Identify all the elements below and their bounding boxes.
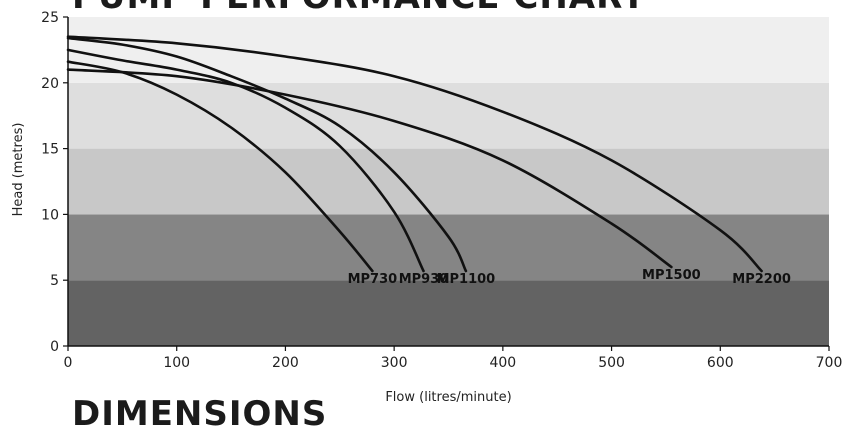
x-axis-label: Flow (litres/minute) (385, 390, 511, 405)
page-title: PUMP PERFORMANCE CHART (72, 0, 646, 14)
x-tick-label-500: 500 (598, 355, 625, 371)
y-tick-label-0: 0 (50, 339, 59, 355)
y-axis-label: Head (metres) (11, 123, 26, 217)
y-tick-label-10: 10 (41, 207, 59, 223)
x-tick-label-200: 200 (272, 355, 299, 371)
series-line-mp2200 (66, 35, 763, 273)
series-line-mp930 (66, 48, 425, 273)
x-tick-label-0: 0 (64, 355, 73, 371)
x-tick-label-100: 100 (163, 355, 190, 371)
section-heading-dimensions: DIMENSIONS (72, 394, 328, 434)
series-label-mp1500: MP1500 (642, 268, 701, 283)
pump-performance-chart: 0 5 10 15 20 25 0 100 200 300 400 500 600 700 Flow (li… (11, 10, 843, 405)
x-tick-label-400: 400 (489, 355, 516, 371)
y-tick-label-20: 20 (41, 76, 59, 92)
x-tick-label-700: 700 (816, 355, 843, 371)
x-tick-label-300: 300 (381, 355, 408, 371)
series-label-mp1100: MP1100 (437, 272, 496, 287)
band-4 (68, 17, 829, 83)
series-label-mp2200: MP2200 (732, 272, 791, 287)
series-label-mp930: MP930 (399, 272, 449, 287)
y-tick-label-15: 15 (41, 142, 59, 158)
series-label-mp730: MP730 (348, 272, 398, 287)
band-1 (68, 214, 829, 281)
band-0 (68, 280, 829, 346)
series-line-mp1100 (66, 36, 468, 273)
y-tick-label-25: 25 (41, 10, 59, 26)
y-tick-label-5: 5 (50, 273, 59, 289)
band-2 (68, 148, 829, 215)
series-line-mp1500 (66, 68, 673, 269)
x-tick-label-600: 600 (707, 355, 734, 371)
chart-container: PUMP PERFORMANCE CHART 0 5 10 15 20 25 0 100 200… (11, 0, 843, 431)
